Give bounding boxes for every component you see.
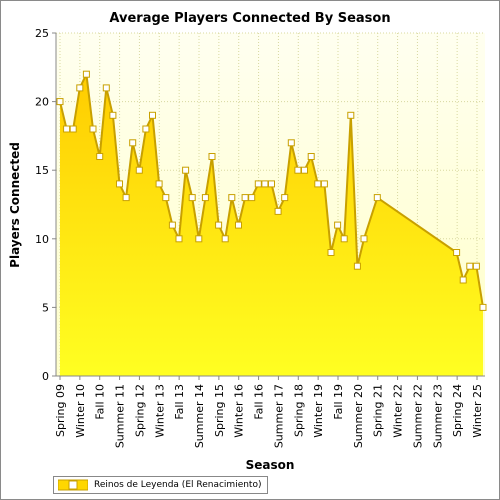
legend: Reinos de Leyenda (El Renacimiento) xyxy=(53,476,269,494)
x-tick-label: Summer 14 xyxy=(193,384,206,448)
x-axis-ticks: Spring 09 Winter 10 Fall 10 Summer 11 Spring… xyxy=(54,376,484,448)
data-point xyxy=(182,166,190,174)
x-tick-label: Fall 10 xyxy=(94,384,107,420)
y-tick-label: 20 xyxy=(35,96,49,109)
x-axis-label: Season xyxy=(246,458,295,472)
data-point xyxy=(479,303,487,311)
y-tick-label: 0 xyxy=(42,370,49,383)
data-point xyxy=(76,84,84,92)
data-point xyxy=(314,180,322,188)
series-area xyxy=(60,74,483,376)
x-tick-label: Summer 11 xyxy=(114,384,127,448)
y-tick-label: 5 xyxy=(42,301,49,314)
y-axis-ticks: 0 5 10 15 20 25 xyxy=(35,27,56,383)
x-tick-label: Spring 15 xyxy=(213,384,226,437)
x-tick-label: Winter 10 xyxy=(74,384,87,438)
x-tick-label: Fall 19 xyxy=(332,384,345,420)
data-point xyxy=(353,262,361,270)
data-point xyxy=(122,194,130,202)
x-tick-label: Fall 13 xyxy=(173,384,186,420)
legend-swatch xyxy=(58,479,88,491)
x-tick-label: Summer 20 xyxy=(352,384,365,448)
data-point xyxy=(327,249,335,256)
data-point xyxy=(459,276,467,284)
data-point xyxy=(129,139,137,147)
data-point xyxy=(168,221,176,229)
data-point xyxy=(347,111,355,119)
data-point xyxy=(466,262,474,270)
x-tick-label: Winter 22 xyxy=(392,384,405,438)
x-tick-label: Spring 18 xyxy=(292,384,305,437)
x-tick-label: Winter 13 xyxy=(153,384,166,438)
x-tick-label: Spring 12 xyxy=(133,384,146,437)
x-tick-label: Spring 24 xyxy=(451,384,464,437)
data-point xyxy=(248,194,256,202)
data-point xyxy=(188,194,196,202)
y-tick-label: 25 xyxy=(35,27,49,40)
data-point xyxy=(294,166,302,174)
data-point xyxy=(472,262,480,270)
data-point xyxy=(274,207,282,215)
y-tick-label: 10 xyxy=(35,233,49,246)
data-point xyxy=(135,166,143,174)
x-tick-label: Summer 17 xyxy=(272,384,285,448)
data-point xyxy=(360,235,368,243)
legend-label: Reinos de Leyenda (El Renacimiento) xyxy=(94,480,262,490)
data-point xyxy=(89,125,97,133)
data-point xyxy=(373,194,381,202)
x-tick-label: Spring 09 xyxy=(54,384,67,437)
data-point xyxy=(142,125,150,133)
data-point xyxy=(116,180,123,188)
x-tick-label: Winter 19 xyxy=(312,384,325,438)
x-tick-label: Summer 23 xyxy=(431,384,444,448)
data-point xyxy=(453,249,461,256)
data-point xyxy=(301,166,308,174)
data-point xyxy=(340,235,348,243)
data-point xyxy=(281,194,289,202)
data-point xyxy=(208,153,216,160)
data-point xyxy=(228,194,236,202)
x-tick-label: Summer 22 xyxy=(411,384,424,448)
data-point xyxy=(69,125,77,133)
data-point xyxy=(307,153,315,160)
data-point xyxy=(195,235,203,243)
data-point xyxy=(63,125,71,133)
series-points xyxy=(56,70,487,311)
data-point xyxy=(175,235,183,243)
data-point xyxy=(96,153,104,160)
data-point xyxy=(261,180,269,188)
x-tick-label: Winter 25 xyxy=(471,384,484,438)
data-point xyxy=(221,235,229,243)
data-point xyxy=(241,194,249,202)
data-point xyxy=(320,180,328,188)
data-point xyxy=(162,194,170,202)
chart-title: Average Players Connected By Season xyxy=(109,11,390,26)
y-axis-label: Players Connected xyxy=(8,142,22,268)
data-point xyxy=(215,221,223,229)
data-point xyxy=(149,111,156,119)
data-point xyxy=(235,221,242,229)
data-point xyxy=(82,70,90,78)
data-point xyxy=(287,139,295,147)
data-point xyxy=(201,194,209,202)
data-point xyxy=(56,98,64,106)
data-point xyxy=(334,221,342,229)
y-tick-label: 15 xyxy=(35,164,49,177)
x-tick-label: Fall 16 xyxy=(253,384,266,420)
data-point xyxy=(109,111,117,119)
data-point xyxy=(254,180,262,188)
x-tick-label: Spring 21 xyxy=(372,384,385,437)
x-tick-label: Winter 16 xyxy=(233,384,246,438)
data-point xyxy=(102,84,110,92)
data-point xyxy=(268,180,275,188)
data-point xyxy=(155,180,163,188)
